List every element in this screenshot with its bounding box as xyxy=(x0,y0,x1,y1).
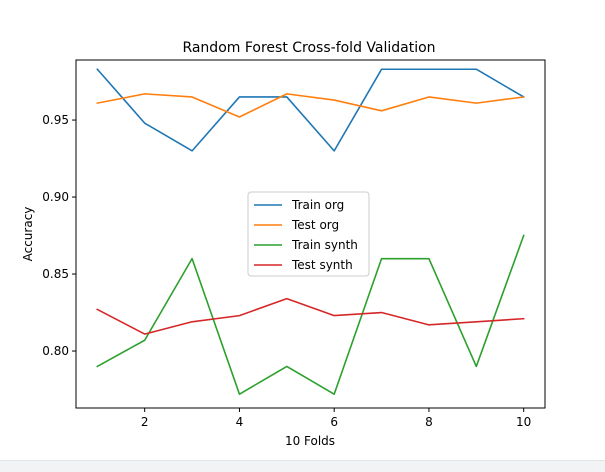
y-tick-label: 0.95 xyxy=(42,113,69,127)
legend-label-test-org: Test org xyxy=(291,218,339,232)
y-tick-label: 0.85 xyxy=(42,267,69,281)
series-line-test-org xyxy=(96,93,525,118)
series-line-train-synth xyxy=(96,234,525,395)
plot-area-frame xyxy=(75,59,546,409)
x-axis-label: 10 Folds xyxy=(285,434,335,448)
x-tick-label: 6 xyxy=(330,415,338,429)
y-tick-label: 0.90 xyxy=(42,190,69,204)
bottom-strip xyxy=(0,460,605,472)
y-axis-label: Accuracy xyxy=(21,207,35,262)
legend-label-train-synth: Train synth xyxy=(291,238,358,252)
chart-title: Random Forest Cross-fold Validation xyxy=(182,40,435,56)
x-tick-label: 2 xyxy=(141,415,149,429)
x-tick-label: 10 xyxy=(516,415,531,429)
legend-box xyxy=(247,191,370,277)
legend-label-test-synth: Test synth xyxy=(291,258,353,272)
legend: Train org Test org Train synth Test synth xyxy=(247,191,370,277)
series-line-train-org xyxy=(96,68,525,152)
x-tick-label: 8 xyxy=(425,415,433,429)
x-tick-label: 4 xyxy=(236,415,244,429)
legend-label-train-org: Train org xyxy=(291,198,344,212)
x-axis-ticks: 2 4 6 8 10 xyxy=(141,408,531,429)
chart-svg: Random Forest Cross-fold Validation 2 4 6 8… xyxy=(21,40,546,448)
y-axis-ticks: 0.80 0.85 0.90 0.95 xyxy=(42,113,76,358)
y-tick-label: 0.80 xyxy=(42,344,69,358)
series-layer xyxy=(96,68,525,395)
series-line-test-synth xyxy=(96,297,525,335)
